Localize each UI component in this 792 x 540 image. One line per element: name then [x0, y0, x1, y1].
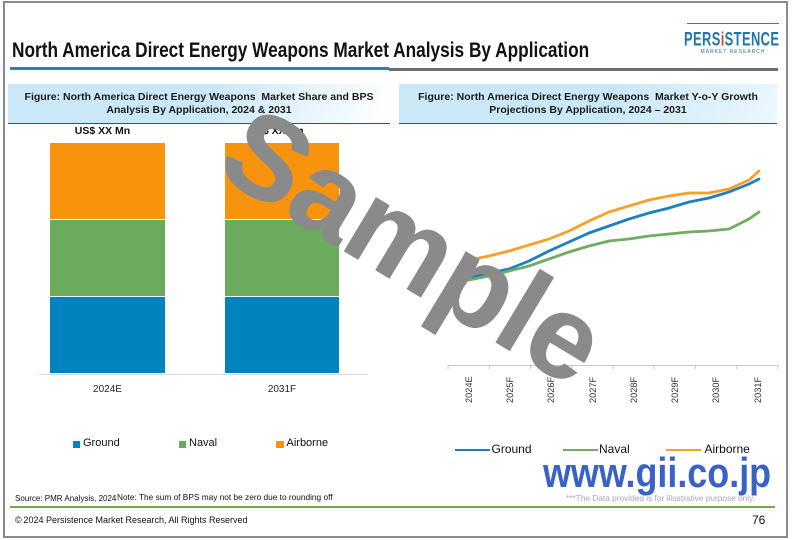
svg-text:2030F: 2030F: [711, 377, 721, 403]
svg-text:2027F: 2027F: [588, 377, 598, 403]
svg-text:2024E: 2024E: [464, 376, 474, 403]
svg-text:2031F: 2031F: [753, 377, 763, 403]
svg-text:2029F: 2029F: [670, 377, 680, 403]
svg-text:2026F: 2026F: [546, 377, 556, 403]
svg-text:2028F: 2028F: [629, 377, 639, 403]
svg-text:2025F: 2025F: [505, 377, 515, 403]
